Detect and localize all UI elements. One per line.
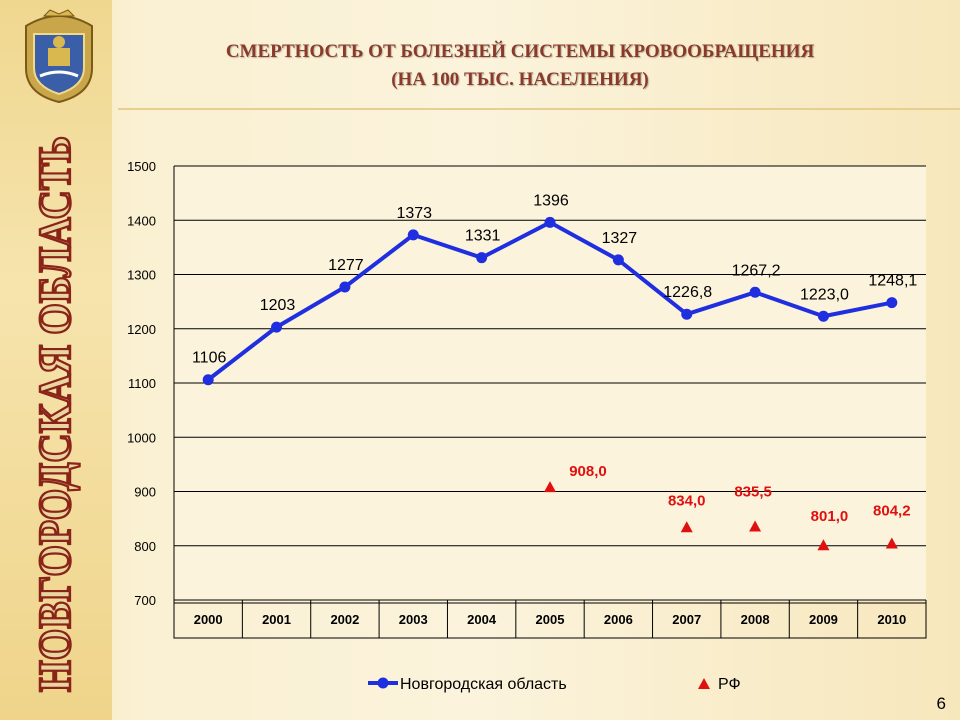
region-title-vertical: НОВГОРОДСКАЯ ОБЛАСТЬ bbox=[28, 135, 82, 694]
x-tick-label: 2009 bbox=[809, 612, 838, 627]
header-divider bbox=[118, 108, 960, 110]
data-label-region: 1267,2 bbox=[732, 262, 781, 279]
data-label-region: 1327 bbox=[602, 230, 638, 247]
data-point-rf bbox=[817, 539, 830, 551]
left-decor-band bbox=[0, 0, 112, 720]
data-point-region bbox=[476, 252, 488, 264]
data-label-rf: 801,0 bbox=[811, 508, 849, 525]
region-title-text: НОВГОРОДСКАЯ ОБЛАСТЬ bbox=[29, 136, 80, 692]
data-point-region bbox=[407, 229, 419, 241]
x-tick-label: 2002 bbox=[330, 612, 359, 627]
data-label-region: 1106 bbox=[192, 350, 227, 367]
data-point-region bbox=[544, 216, 556, 228]
data-label-region: 1223,0 bbox=[800, 286, 849, 303]
data-point-rf bbox=[749, 520, 762, 532]
y-tick-label: 1300 bbox=[127, 268, 156, 283]
title-line-2: (НА 100 ТЫС. НАСЕЛЕНИЯ) bbox=[391, 69, 649, 90]
data-point-rf bbox=[680, 521, 693, 533]
data-label-region: 1373 bbox=[396, 205, 432, 222]
data-label-region: 1203 bbox=[260, 297, 296, 314]
data-point-region bbox=[681, 308, 693, 320]
legend-label-region: Новгородская область bbox=[400, 676, 567, 693]
data-label-rf: 908,0 bbox=[569, 463, 607, 480]
data-point-region bbox=[817, 310, 829, 322]
data-point-region bbox=[886, 297, 898, 309]
x-tick-label: 2005 bbox=[536, 612, 565, 627]
data-label-region: 1226,8 bbox=[663, 284, 712, 301]
x-tick-label: 2004 bbox=[467, 612, 497, 627]
x-tick-label: 2010 bbox=[877, 612, 906, 627]
data-label-region: 1396 bbox=[533, 192, 569, 209]
data-point-rf bbox=[885, 537, 898, 549]
y-tick-label: 1200 bbox=[127, 322, 156, 337]
y-tick-label: 1400 bbox=[127, 213, 156, 228]
data-label-region: 1331 bbox=[465, 228, 501, 245]
page-number: 6 bbox=[936, 694, 946, 713]
data-label-region: 1277 bbox=[328, 257, 364, 274]
y-tick-label: 900 bbox=[134, 485, 156, 500]
data-point-region bbox=[749, 286, 761, 298]
x-tick-label: 2006 bbox=[604, 612, 633, 627]
data-label-rf: 835,5 bbox=[734, 483, 772, 500]
y-tick-label: 1000 bbox=[127, 430, 156, 445]
data-point-region bbox=[339, 281, 351, 293]
y-tick-label: 1100 bbox=[128, 376, 156, 391]
title-line-1: СМЕРТНОСТЬ ОТ БОЛЕЗНЕЙ СИСТЕМЫ КРОВООБРА… bbox=[225, 41, 815, 62]
coat-of-arms-icon bbox=[25, 9, 93, 104]
x-tick-label: 2007 bbox=[672, 612, 701, 627]
legend-marker-rf bbox=[698, 678, 710, 689]
data-point-region bbox=[612, 254, 624, 266]
legend-label-rf: РФ bbox=[718, 676, 741, 693]
data-label-rf: 834,0 bbox=[668, 492, 706, 509]
data-label-rf: 804,2 bbox=[873, 502, 911, 519]
y-tick-label: 700 bbox=[134, 593, 156, 608]
data-point-region bbox=[271, 321, 283, 333]
data-point-region bbox=[202, 374, 214, 386]
x-tick-label: 2000 bbox=[194, 612, 223, 627]
x-tick-label: 2003 bbox=[399, 612, 428, 627]
slide-title: СМЕРТНОСТЬ ОТ БОЛЕЗНЕЙ СИСТЕМЫ КРОВООБРА… bbox=[140, 38, 900, 94]
y-tick-label: 1500 bbox=[127, 159, 156, 174]
data-point-rf bbox=[544, 481, 556, 493]
data-label-region: 1248,1 bbox=[868, 273, 917, 290]
legend-marker-region bbox=[377, 677, 389, 689]
x-tick-label: 2001 bbox=[262, 612, 291, 627]
y-tick-label: 800 bbox=[134, 539, 156, 554]
x-tick-label: 2008 bbox=[741, 612, 770, 627]
